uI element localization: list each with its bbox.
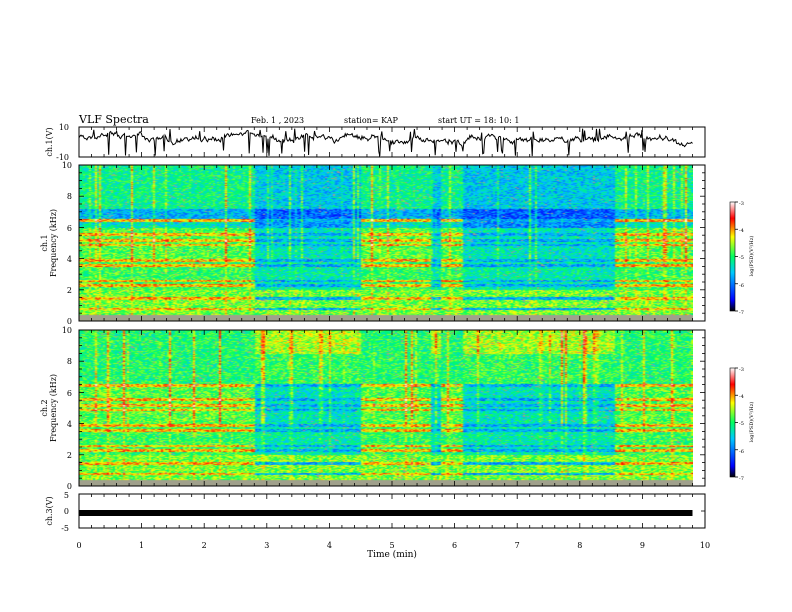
ch2-cb-tick: -4 (739, 394, 744, 400)
ch1-freq-tick: 2 (67, 286, 72, 295)
ch2-freq-tick: 10 (62, 326, 72, 335)
ch1-cb-tick: -6 (739, 283, 744, 289)
ch1-cb-tick: -7 (739, 310, 744, 316)
ch3-ytick: 5 (64, 491, 69, 500)
ch1-freq-tick: 10 (62, 161, 72, 170)
ch1-spectrogram-image (79, 165, 693, 321)
time-tick-label: 7 (515, 541, 520, 550)
time-tick-label: 9 (640, 541, 645, 550)
time-tick-label: 6 (452, 541, 457, 550)
ch1-waveform-panel: 10 -10 ch.1(V) (45, 123, 705, 162)
ch3-ytick: 0 (64, 507, 69, 516)
ch1-colorbar-label: log(PSD)(V²/Hz) (748, 236, 755, 277)
ch1-ytick-top: 10 (59, 123, 69, 132)
ch2-freq-tick: 6 (67, 389, 72, 398)
time-tick-label: 3 (264, 541, 269, 550)
ch2-cb-tick: -3 (739, 367, 744, 373)
ch2-cb-tick: -7 (739, 476, 744, 482)
ch1-spectrogram-ytick-labels: 0 2 4 6 8 10 (62, 161, 72, 326)
ch2-cb-tick: -6 (739, 449, 744, 455)
ch2-freq-tick: 2 (67, 451, 72, 460)
ch3-waveform-ylabel: ch.3(V) (45, 496, 54, 525)
ch2-freq-tick: 0 (67, 482, 72, 491)
time-axis-label: Time (min) (367, 549, 417, 560)
ch1-cb-tick: -4 (739, 228, 744, 234)
time-tick-label: 2 (202, 541, 207, 550)
ch3-waveform-panel: 5 0 -5 ch.3(V) (45, 491, 705, 533)
ch1-freq-tick: 6 (67, 224, 72, 233)
ch1-freq-tick: 8 (67, 192, 72, 201)
time-axis-tick-labels: 0 1 2 3 4 5 6 7 8 9 10 (76, 541, 710, 550)
ch3-waveform-band (79, 510, 693, 516)
ch2-colorbar-label: log(PSD)(V²/Hz) (748, 402, 755, 443)
ch2-freq-tick: 4 (67, 420, 72, 429)
ch2-colorbar-ticks (735, 368, 738, 477)
ch2-spectrogram-panel: 0 2 4 6 8 10 ch.2 Frequency (kHz) -3 -4 … (40, 326, 755, 491)
time-tick-label: 8 (577, 541, 582, 550)
ch1-spectrogram-panel: 0 2 4 6 8 10 ch.1 Frequency (kHz) -3 -4 … (40, 161, 755, 326)
ch1-colorbar (730, 202, 735, 311)
time-tick-label: 0 (76, 541, 81, 550)
ch1-channel-label: ch.1 (40, 234, 49, 251)
ch3-ytick: -5 (61, 524, 69, 533)
ch1-colorbar-ticks (735, 202, 738, 311)
ch2-channel-label: ch.2 (40, 399, 49, 416)
time-tick-label: 5 (389, 541, 394, 550)
ch2-cb-tick: -5 (739, 421, 744, 427)
ch2-colorbar (730, 368, 735, 477)
ch2-spectrogram-ytick-labels: 0 2 4 6 8 10 (62, 326, 72, 491)
ch1-frequency-ylabel: Frequency (kHz) (49, 209, 58, 277)
ch2-frequency-ylabel: Frequency (kHz) (49, 374, 58, 442)
ch1-freq-tick: 0 (67, 317, 72, 326)
time-tick-label: 4 (327, 541, 332, 550)
time-tick-label: 10 (700, 541, 710, 550)
ch2-spectrogram-image (79, 330, 693, 486)
ch1-waveform-ylabel: ch.1(V) (45, 127, 54, 156)
ch1-freq-tick: 4 (67, 255, 72, 264)
ch1-cb-tick: -3 (739, 201, 744, 207)
ch1-cb-tick: -5 (739, 255, 744, 261)
ch2-freq-tick: 8 (67, 357, 72, 366)
time-tick-label: 1 (139, 541, 144, 550)
